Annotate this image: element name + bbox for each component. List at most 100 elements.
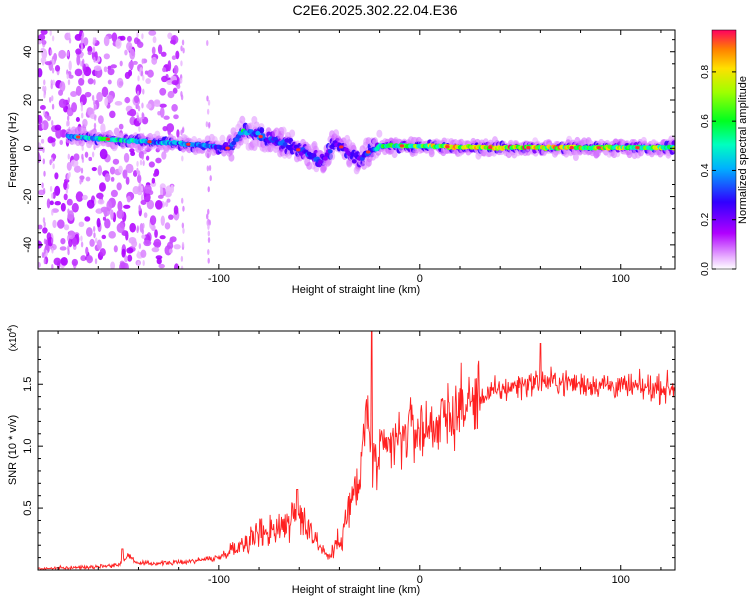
streak-cell xyxy=(51,35,55,42)
noise-cell xyxy=(164,200,169,208)
streak-cell xyxy=(67,213,70,220)
streak-cell xyxy=(68,32,71,39)
y-tick-label: 1.5 xyxy=(22,377,34,392)
noise-cell xyxy=(59,81,66,92)
noise-cell xyxy=(128,61,134,70)
noise-cell xyxy=(106,94,114,104)
noise-cell xyxy=(58,89,64,96)
ridge-peak-cell xyxy=(339,145,344,149)
streak-cell xyxy=(80,52,83,59)
noise-cell xyxy=(143,184,152,194)
noise-cell xyxy=(107,79,112,85)
streak-cell xyxy=(43,221,46,228)
ridge-peak-cell xyxy=(147,140,152,144)
noise-cell xyxy=(129,48,136,60)
streak-cell xyxy=(137,261,140,268)
noise-cell xyxy=(54,65,61,72)
streak-cell xyxy=(180,60,183,67)
y-tick-label: 20 xyxy=(22,94,34,106)
noise-cell xyxy=(57,219,65,229)
streak-cell xyxy=(181,39,185,46)
streak-cell xyxy=(49,49,53,56)
noise-cell xyxy=(85,227,93,237)
noise-cell xyxy=(124,263,129,269)
noise-cell xyxy=(104,173,111,183)
noise-cell xyxy=(109,110,116,119)
streak-cell xyxy=(180,94,184,101)
streak-cell xyxy=(68,171,71,178)
halo-cell xyxy=(333,129,340,138)
noise-cell xyxy=(54,185,61,196)
streak-cell xyxy=(141,185,144,192)
noise-cell xyxy=(44,61,52,66)
streak-cell xyxy=(182,205,185,212)
noise-cell xyxy=(126,247,134,254)
streak-cell xyxy=(141,102,144,109)
streak-cell xyxy=(66,235,70,242)
spectrogram-xlabel: Height of straight line (km) xyxy=(292,284,420,296)
streak-cell xyxy=(80,105,84,112)
noise-cell xyxy=(96,239,102,250)
streak-cell xyxy=(51,192,54,199)
streak-cell xyxy=(81,144,84,151)
y-tick-label: 1.0 xyxy=(22,439,34,454)
streak-cell xyxy=(181,127,185,134)
colorbar-tick-label: 0.4 xyxy=(700,163,711,177)
noise-cell xyxy=(106,200,113,212)
streak-cell xyxy=(81,153,84,160)
colorbar-tick-label: 0.6 xyxy=(700,114,711,128)
streak-cell xyxy=(207,208,210,215)
noise-cell xyxy=(63,224,70,231)
noise-cell xyxy=(110,64,117,69)
snr-scale-prefix: (x10 xyxy=(8,331,19,351)
noise-cell xyxy=(172,87,178,94)
noise-cell xyxy=(160,51,167,57)
streak-cell xyxy=(51,209,54,216)
noise-cell xyxy=(99,148,108,160)
y-tick-label: -40 xyxy=(22,237,34,253)
noise-cell xyxy=(50,137,56,143)
streak-cell xyxy=(209,175,212,182)
noise-cell xyxy=(116,182,122,191)
noise-cell xyxy=(104,218,111,229)
noise-cell xyxy=(157,194,164,199)
noise-cell xyxy=(173,244,181,250)
noise-cell xyxy=(123,152,130,163)
noise-cell xyxy=(55,128,62,139)
streak-cell xyxy=(141,33,144,40)
halo-cell xyxy=(280,126,287,135)
ridge-peak-cell xyxy=(75,135,81,139)
noise-cell xyxy=(58,98,67,108)
streak-cell xyxy=(66,50,70,57)
noise-cell xyxy=(174,263,179,269)
noise-cell xyxy=(173,205,179,215)
noise-cell xyxy=(113,245,118,253)
noise-cell xyxy=(140,249,147,258)
noise-cell xyxy=(124,255,128,263)
streak-cell xyxy=(81,73,85,80)
noise-cell xyxy=(151,177,156,184)
noise-cell xyxy=(149,215,157,226)
y-tick-label: 0 xyxy=(22,145,34,151)
streak-cell xyxy=(136,90,140,97)
noise-cell xyxy=(91,166,97,172)
noise-cell xyxy=(78,221,85,228)
colorbar-tick-label: 0.0 xyxy=(700,262,711,276)
ridge-cell xyxy=(255,131,261,136)
streak-cell xyxy=(67,120,70,127)
noise-cell xyxy=(39,104,46,110)
streak-cell xyxy=(42,187,46,194)
streak-cell xyxy=(140,70,144,77)
noise-cell xyxy=(146,103,152,109)
noise-cell xyxy=(158,263,165,269)
noise-cell xyxy=(66,198,73,206)
noise-cell xyxy=(162,67,167,73)
noise-cell xyxy=(115,38,122,49)
noise-cell xyxy=(103,66,108,73)
noise-cell xyxy=(53,257,62,266)
noise-cell xyxy=(122,169,128,179)
noise-cell xyxy=(96,217,101,228)
noise-cell xyxy=(104,97,109,107)
noise-cell xyxy=(59,139,64,146)
streak-cell xyxy=(41,123,45,130)
